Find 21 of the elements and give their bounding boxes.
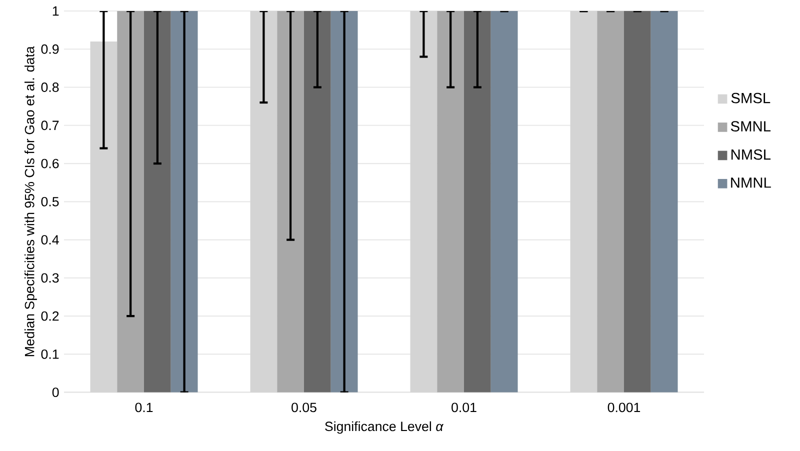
- y-tick-label: 0.6: [41, 158, 59, 168]
- y-tick-label: 0.8: [41, 82, 59, 92]
- legend-label: SMNL: [730, 121, 771, 132]
- y-axis-title: Median Specificities with 95% CIs for Gao et al. data: [24, 46, 37, 356]
- x-axis-title: Significance Level α: [325, 421, 444, 434]
- y-tick-label: 0.5: [41, 196, 59, 206]
- legend-label: SMSL: [731, 92, 770, 104]
- legend-label: NMSL: [731, 149, 771, 160]
- x-tick-label: 0.05: [292, 402, 316, 412]
- y-tick-label: 1: [52, 6, 59, 16]
- x-tick-label: 0.01: [452, 402, 476, 412]
- x-tick-label: 0.001: [608, 402, 640, 412]
- y-tick-label: 0.9: [41, 44, 59, 54]
- y-tick-label: 0.7: [41, 120, 59, 130]
- y-tick-label: 0: [52, 388, 59, 398]
- x-tick-label: 0.1: [135, 402, 153, 412]
- y-tick-label: 0.1: [41, 349, 59, 359]
- y-tick-label: 0.4: [41, 235, 59, 245]
- legend-label: NMNL: [731, 178, 771, 188]
- y-tick-label: 0.3: [41, 273, 59, 283]
- y-tick-label: 0.2: [41, 311, 59, 321]
